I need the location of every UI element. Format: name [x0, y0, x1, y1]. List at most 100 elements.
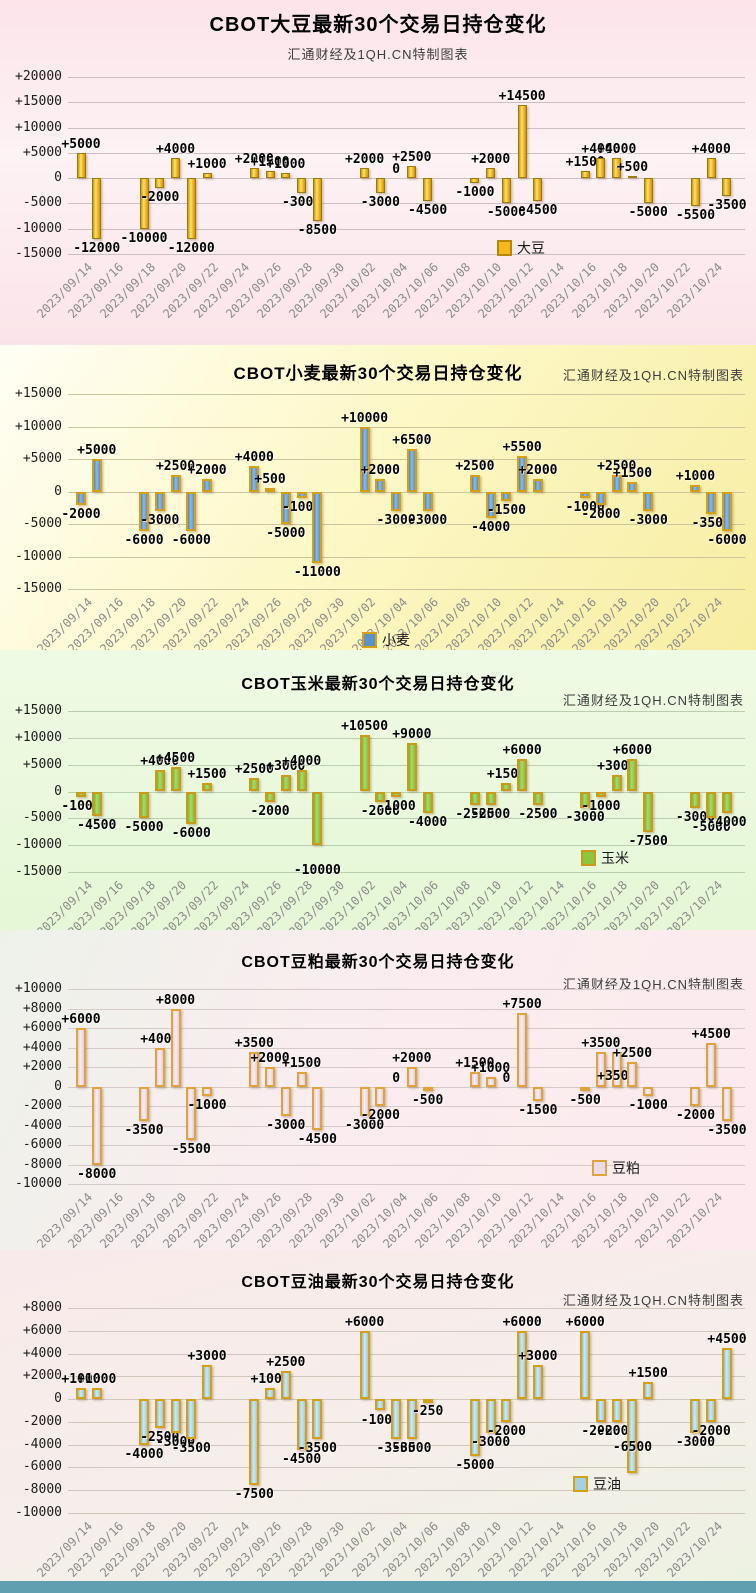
chart-panel-1: CBOT大豆最新30个交易日持仓变化 汇通财经及1QH.CN特制图表 +20000 +…: [0, 0, 756, 345]
bar: [296, 491, 307, 498]
bar-value-label: -8000: [77, 1166, 117, 1182]
bar-value-label: -2000: [691, 1423, 731, 1439]
gridline: [68, 1106, 745, 1107]
bar-value-label: +1500: [486, 767, 526, 783]
bar: [265, 1387, 276, 1400]
bar-value-label: 0: [392, 1070, 401, 1086]
bar-value-label: +2000: [518, 462, 558, 478]
chart-panel-4: CBOT豆粕最新30个交易日持仓变化 汇通财经及1QH.CN特制图表 +10000 +…: [0, 930, 756, 1250]
gridline: [68, 1184, 745, 1185]
bar-value-label: +3000: [597, 759, 637, 775]
y-tick-label: 0: [54, 783, 62, 799]
bar: [690, 791, 701, 808]
gridline: [68, 1513, 745, 1514]
bar: [170, 1399, 181, 1434]
bar: [407, 165, 417, 179]
bar-value-label: +5000: [61, 136, 101, 152]
bar-value-label: +2000: [345, 152, 385, 168]
legend-swatch: [581, 850, 596, 866]
gridline: [68, 1353, 745, 1355]
bar-value-label: -2000: [140, 190, 180, 206]
gridline: [68, 1028, 745, 1029]
bar-value-label: -1000: [376, 798, 416, 814]
bar-value-label: -4500: [77, 817, 117, 833]
bar: [469, 791, 480, 805]
bar-value-label: -1000: [455, 185, 495, 201]
bar: [170, 767, 181, 792]
bar-value-label: -1500: [518, 1103, 558, 1119]
bottom-strip: [0, 1581, 756, 1593]
bar: [154, 770, 165, 792]
bar-value-label: -2000: [250, 804, 290, 820]
y-tick-label: 0: [54, 170, 62, 186]
bar-value-label: -5000: [124, 820, 164, 836]
bar-value-label: -6000: [124, 532, 164, 548]
bar: [139, 791, 150, 819]
bar: [154, 1399, 165, 1428]
bar: [611, 1052, 622, 1087]
gridline: [68, 1164, 745, 1166]
bar-value-label: -3500: [124, 1122, 164, 1138]
bar: [265, 1067, 276, 1087]
bar: [76, 791, 86, 797]
bar: [422, 791, 433, 813]
bar: [391, 491, 402, 511]
bar: [186, 791, 197, 824]
y-tick-label: -15000: [15, 864, 62, 879]
bar: [706, 157, 716, 179]
bar-value-label: +3000: [518, 1348, 558, 1364]
bar: [532, 791, 543, 805]
bar-value-label: -2000: [61, 506, 101, 522]
bar-value-label: +2500: [597, 459, 637, 475]
bar: [690, 485, 701, 492]
bar-value-label: +8000: [155, 992, 196, 1008]
bar: [706, 491, 717, 515]
bar: [706, 1042, 717, 1087]
bar-value-label: +2500: [612, 1046, 653, 1062]
bar: [595, 1399, 606, 1422]
bar-value-label: +4000: [140, 754, 180, 770]
bar: [612, 157, 622, 179]
bar-value-label: +1500: [628, 1366, 668, 1382]
y-tick-label: +15000: [15, 94, 62, 110]
bar-value-label: +6000: [502, 743, 542, 759]
y-tick-label: +5000: [22, 144, 62, 160]
y-tick-label: -6000: [22, 1459, 62, 1475]
bar: [643, 178, 653, 204]
bar: [485, 791, 496, 805]
bar: [359, 735, 370, 792]
bar-value-label: +4000: [282, 754, 322, 770]
y-tick-label: -15000: [15, 581, 62, 596]
bar-value-label: +2500: [234, 762, 274, 778]
bar: [249, 168, 259, 179]
bar: [595, 1052, 606, 1087]
legend: 大豆: [497, 238, 545, 258]
bar-value-label: -10000: [293, 863, 341, 879]
y-tick-label: +4000: [22, 1345, 62, 1361]
bar: [406, 743, 417, 792]
bar: [186, 1399, 197, 1439]
bar: [470, 178, 480, 184]
legend-label: 豆油: [593, 1476, 621, 1492]
gridline: [68, 1399, 745, 1401]
bar-value-label: -3500: [171, 1440, 211, 1456]
bar-value-label: -5500: [171, 1142, 211, 1158]
gridline: [68, 589, 745, 590]
bar-value-label: -1000: [187, 1098, 227, 1114]
bar: [139, 178, 149, 229]
bar-value-label: -4500: [408, 202, 448, 218]
bar: [91, 1387, 102, 1400]
bar-value-label: -3000: [565, 809, 605, 825]
bar: [154, 1047, 165, 1087]
y-tick-label: -6000: [22, 1137, 62, 1152]
y-tick-label: -10000: [15, 220, 62, 236]
bar: [249, 1399, 260, 1485]
legend: 小麦: [362, 630, 410, 650]
bar: [643, 1382, 654, 1400]
bar: [706, 1399, 717, 1422]
bar-value-label: 0: [502, 1070, 511, 1086]
chart-panel-3: CBOT玉米最新30个交易日持仓变化 汇通财经及1QH.CN特制图表 +15000 +…: [0, 650, 756, 930]
bar-value-label: +1500: [187, 767, 227, 783]
gridline: [68, 1376, 745, 1378]
